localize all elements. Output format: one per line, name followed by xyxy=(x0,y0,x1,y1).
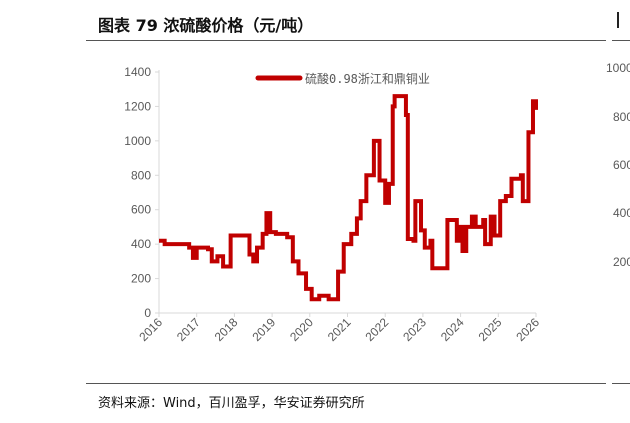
right-y-tick: 400 xyxy=(613,206,630,220)
y-tick-label: 0 xyxy=(144,306,151,320)
y-tick-label: 200 xyxy=(131,272,151,286)
x-tick-label: 2016 xyxy=(136,315,165,344)
source-note: 资料来源：Wind，百川盈孚，华安证券研究所 xyxy=(98,396,365,411)
y-tick-label: 1000 xyxy=(124,134,151,148)
adjacent-figure-edge xyxy=(617,12,629,28)
x-tick-label: 2018 xyxy=(212,315,241,344)
right-y-tick: 1000 xyxy=(606,61,630,75)
right-y-tick: 200 xyxy=(613,255,630,269)
tick-labels: 0 200 400 600 800 1000 1200 1400 2016 2017 2018 201… xyxy=(124,65,542,344)
y-tick-label: 1200 xyxy=(124,99,151,113)
x-tick-label: 2017 xyxy=(174,315,203,344)
x-tick-label: 2024 xyxy=(438,315,467,344)
x-tick-label: 2022 xyxy=(363,315,392,344)
y-tick-label: 800 xyxy=(131,168,151,182)
right-y-tick: 800 xyxy=(613,110,630,124)
title-divider xyxy=(86,40,606,41)
y-tick-label: 600 xyxy=(131,203,151,217)
x-tick-label: 2021 xyxy=(325,315,354,344)
y-tick-label: 400 xyxy=(131,237,151,251)
right-y-tick: 600 xyxy=(613,158,630,172)
axes xyxy=(155,70,537,317)
x-tick-label: 2023 xyxy=(400,315,429,344)
series-line xyxy=(159,94,538,302)
x-tick-label: 2026 xyxy=(513,315,542,344)
y-tick-label: 1400 xyxy=(124,65,151,79)
adjacent-title-divider xyxy=(612,40,630,41)
legend: 硫酸0.98浙江和鼎铜业 xyxy=(255,71,430,86)
x-tick-label: 2020 xyxy=(287,315,316,344)
source-divider xyxy=(86,383,606,384)
adjacent-source-divider xyxy=(612,383,630,384)
figure-title: 图表 79 浓硫酸价格（元/吨） xyxy=(98,16,314,35)
x-tick-label: 2025 xyxy=(476,315,505,344)
x-tick-label: 2019 xyxy=(249,315,278,344)
legend-label: 硫酸0.98浙江和鼎铜业 xyxy=(305,71,430,86)
